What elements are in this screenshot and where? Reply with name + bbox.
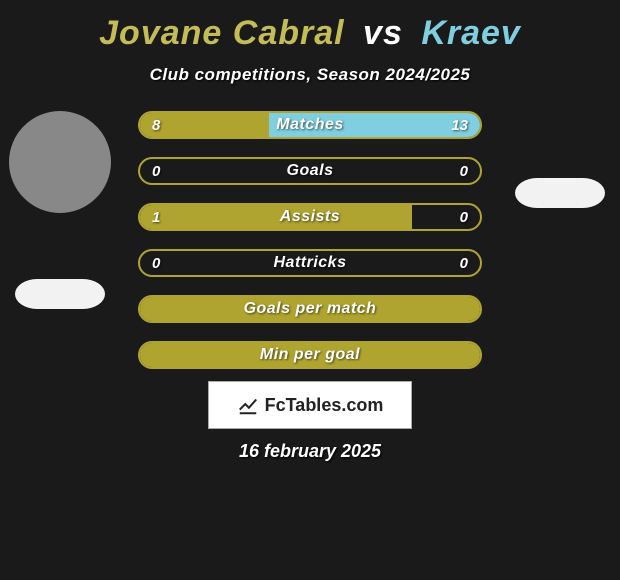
bar-label: Goals: [140, 159, 480, 183]
bar-label: Min per goal: [140, 343, 480, 367]
subtitle: Club competitions, Season 2024/2025: [0, 65, 620, 85]
bar-label: Assists: [140, 205, 480, 229]
brand-badge: FcTables.com: [208, 381, 413, 429]
stat-bar: 10Assists: [138, 203, 482, 231]
stat-bar: Min per goal: [138, 341, 482, 369]
right-side: [500, 111, 620, 208]
date-text: 16 february 2025: [239, 441, 381, 462]
player1-name: Jovane Cabral: [99, 14, 344, 52]
main-row: 813Matches 00Goals 10Assists 00Hattricks Goa…: [0, 111, 620, 369]
brand-text: FcTables.com: [265, 395, 384, 416]
comparison-card: Jovane Cabral vs Kraev Club competitions…: [0, 0, 620, 462]
stat-bar: 00Goals: [138, 157, 482, 185]
footer: FcTables.com 16 february 2025: [0, 381, 620, 462]
player2-name: Kraev: [421, 14, 521, 52]
stat-bar: 813Matches: [138, 111, 482, 139]
player1-club-logo: [15, 279, 105, 309]
stat-bars: 813Matches 00Goals 10Assists 00Hattricks Goa…: [120, 111, 500, 369]
bar-label: Hattricks: [140, 251, 480, 275]
chart-icon: [237, 394, 259, 416]
player2-club-logo: [515, 178, 605, 208]
left-side: [0, 111, 120, 309]
bar-label: Goals per match: [140, 297, 480, 321]
player2-avatar-placeholder: [509, 111, 611, 156]
bar-label: Matches: [140, 113, 480, 137]
vs-text: vs: [363, 14, 403, 52]
stat-bar: Goals per match: [138, 295, 482, 323]
title: Jovane Cabral vs Kraev: [0, 8, 620, 59]
stat-bar: 00Hattricks: [138, 249, 482, 277]
player1-avatar: [9, 111, 111, 213]
